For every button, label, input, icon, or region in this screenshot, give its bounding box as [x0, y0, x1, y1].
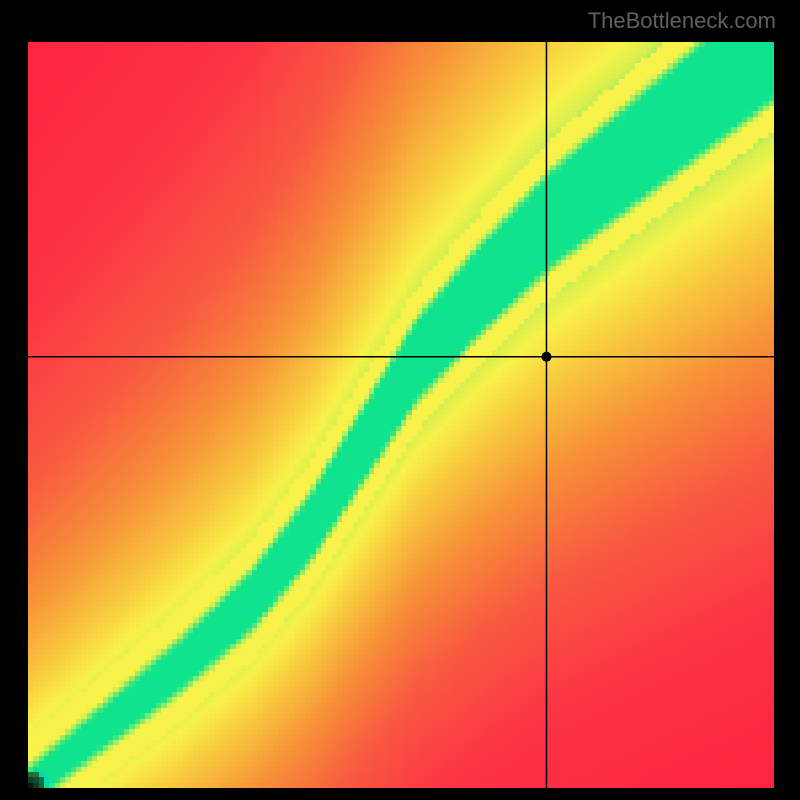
bottleneck-heatmap [28, 42, 774, 788]
watermark-text: TheBottleneck.com [588, 8, 776, 34]
chart-container: TheBottleneck.com [0, 0, 800, 800]
